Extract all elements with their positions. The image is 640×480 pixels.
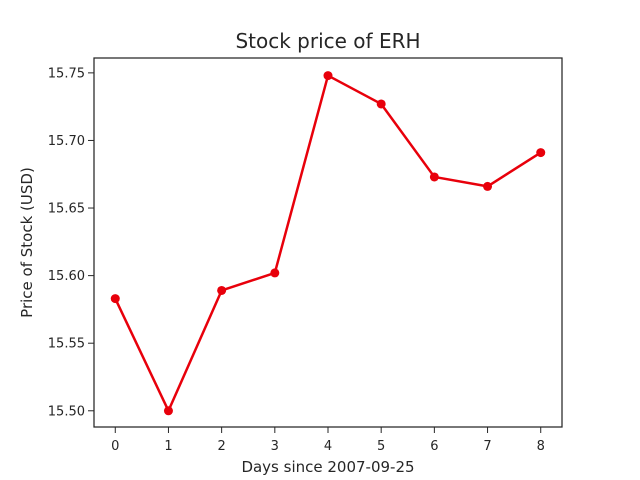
x-tick-label: 6 xyxy=(430,439,438,454)
data-point xyxy=(110,294,120,304)
series-line xyxy=(114,74,542,413)
y-tick-label: 15.75 xyxy=(48,66,85,81)
data-point xyxy=(270,268,280,278)
x-tick-label: 5 xyxy=(377,439,385,454)
data-point xyxy=(429,172,439,182)
x-tick-label: 7 xyxy=(483,439,491,454)
x-tick-label: 8 xyxy=(537,439,545,454)
y-tick-label: 15.50 xyxy=(48,404,85,419)
data-point xyxy=(483,181,493,191)
x-tick-label: 3 xyxy=(271,439,279,454)
x-tick-label: 2 xyxy=(217,439,225,454)
x-tick-label: 1 xyxy=(164,439,172,454)
y-axis-ticks: 15.50 15.55 15.60 15.65 15.70 15.75 xyxy=(48,66,94,419)
y-tick-label: 15.55 xyxy=(48,337,85,352)
data-series xyxy=(110,71,546,416)
chart-title: Stock price of ERH xyxy=(235,29,420,53)
data-point xyxy=(536,148,546,158)
data-point xyxy=(163,406,173,416)
plot-area-frame xyxy=(93,57,563,428)
y-tick-label: 15.65 xyxy=(48,202,85,217)
x-axis-label: Days since 2007-09-25 xyxy=(241,458,414,476)
data-point xyxy=(376,99,386,109)
data-point xyxy=(323,71,333,81)
y-tick-label: 15.60 xyxy=(48,269,85,284)
x-tick-label: 4 xyxy=(324,439,332,454)
x-tick-label: 0 xyxy=(111,439,119,454)
data-point xyxy=(217,285,227,295)
y-axis-label: Price of Stock (USD) xyxy=(18,167,36,318)
y-tick-label: 15.70 xyxy=(48,134,85,149)
x-axis-ticks: 0 1 2 3 4 5 6 7 8 xyxy=(111,427,545,454)
